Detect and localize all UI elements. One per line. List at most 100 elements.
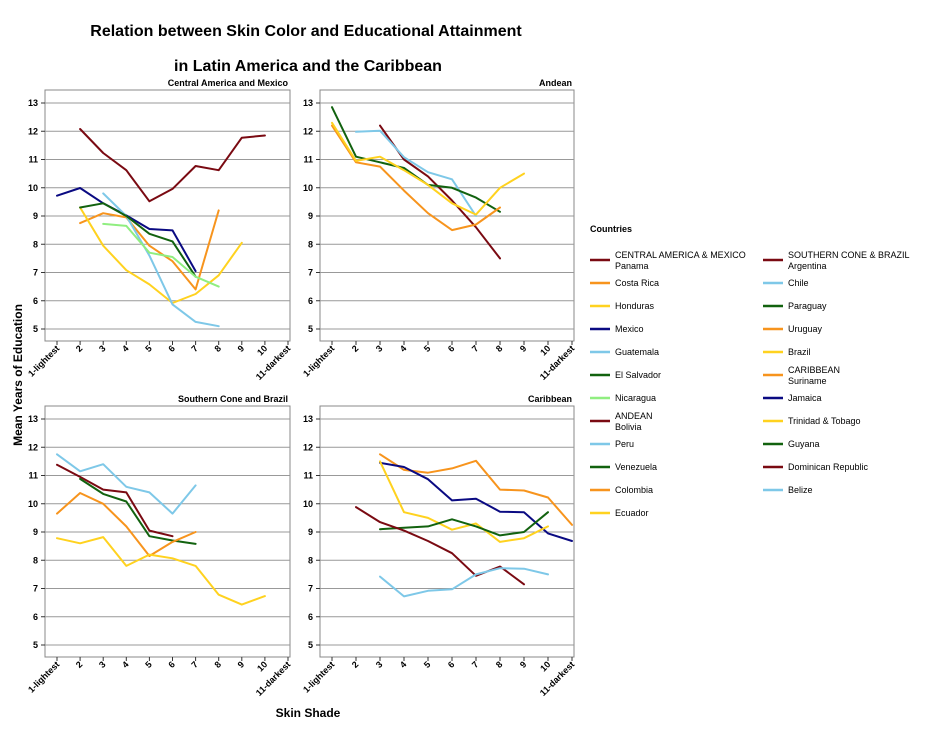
x-tick-label: 1-lightest: [301, 659, 336, 694]
series-line-ecuador: [331, 121, 525, 216]
legend-item-venezuela: Venezuela: [590, 462, 657, 472]
x-tick-label: 7: [470, 343, 481, 354]
x-tick-label: 9: [236, 343, 247, 354]
x-tick-label: 6: [166, 659, 177, 670]
y-tick-label: 12: [303, 126, 313, 136]
x-tick-label: 3: [374, 659, 385, 670]
series-line-peru: [355, 129, 477, 217]
legend-item-brazil: Brazil: [763, 347, 811, 357]
y-tick-label: 8: [308, 555, 313, 565]
y-tick-label: 7: [308, 268, 313, 278]
x-tick-label: 3: [374, 343, 385, 354]
series-line-costa-rica: [79, 209, 220, 291]
legend-label: Mexico: [615, 324, 644, 334]
x-tick-label: 10: [255, 343, 269, 357]
series-line-dominican-republic: [355, 506, 525, 586]
legend-group-header: CENTRAL AMERICA & MEXICO: [615, 250, 746, 260]
y-tick-label: 8: [33, 555, 38, 565]
x-tick-label: 7: [189, 659, 200, 670]
series-line-argentina: [56, 463, 174, 538]
legend-item-ecuador: Ecuador: [590, 508, 649, 518]
legend-item-nicaragua: Nicaragua: [590, 393, 656, 403]
panel-title: Southern Cone and Brazil: [178, 394, 288, 404]
legend-item-el-salvador: El Salvador: [590, 370, 661, 380]
series-line-belize: [379, 567, 549, 598]
y-tick-label: 7: [308, 584, 313, 594]
series-line-brazil: [56, 536, 266, 606]
legend-label: Venezuela: [615, 462, 657, 472]
x-tick-label: 2: [74, 343, 85, 354]
y-tick-label: 9: [308, 527, 313, 537]
legend-label: Uruguay: [788, 324, 823, 334]
y-tick-label: 6: [33, 296, 38, 306]
legend-label: El Salvador: [615, 370, 661, 380]
legend-item-trinidad-tobago: Trinidad & Tobago: [763, 416, 861, 426]
x-tick-label: 2: [74, 659, 85, 670]
x-tick-label: 9: [518, 343, 529, 354]
x-tick-label: 6: [166, 343, 177, 354]
series-line-bolivia: [379, 124, 501, 260]
legend-item-mexico: Mexico: [590, 324, 644, 334]
legend-label: Panama: [615, 261, 649, 271]
panel-title: Central America and Mexico: [168, 78, 289, 88]
legend-item-chile: Chile: [763, 278, 809, 288]
x-tick-label: 10: [538, 659, 552, 673]
x-tick-label: 9: [518, 659, 529, 670]
legend-item-uruguay: Uruguay: [763, 324, 823, 334]
legend-label: Peru: [615, 439, 634, 449]
x-tick-label: 4: [120, 343, 131, 354]
y-tick-label: 11: [28, 155, 38, 165]
y-tick-label: 5: [33, 324, 38, 334]
x-tick-label: 7: [189, 343, 200, 354]
legend-label: Ecuador: [615, 508, 649, 518]
y-tick-label: 11: [28, 471, 38, 481]
legend-label: Jamaica: [788, 393, 822, 403]
legend-label: Nicaragua: [615, 393, 656, 403]
chart-title-line-1: Relation between Skin Color and Educatio…: [90, 23, 522, 40]
y-tick-label: 10: [28, 499, 38, 509]
x-axis-title: Skin Shade: [276, 706, 341, 720]
x-tick-label: 5: [422, 343, 433, 354]
x-tick-label: 6: [446, 659, 457, 670]
legend-label: Paraguay: [788, 301, 827, 311]
y-tick-label: 9: [308, 211, 313, 221]
x-tick-label: 3: [97, 659, 108, 670]
y-tick-label: 12: [303, 442, 313, 452]
legend-item-costa-rica: Costa Rica: [590, 278, 659, 288]
legend-item-honduras: Honduras: [590, 301, 655, 311]
y-tick-label: 10: [303, 183, 313, 193]
series-line-panama: [79, 128, 266, 203]
series-line-guatemala: [102, 192, 220, 328]
x-tick-label: 8: [494, 659, 505, 670]
x-tick-label: 1-lightest: [26, 343, 61, 378]
legend-item-guatemala: Guatemala: [590, 347, 659, 357]
series-line-guyana: [379, 511, 549, 537]
y-tick-label: 6: [308, 296, 313, 306]
legend-label: Brazil: [788, 347, 811, 357]
x-tick-label: 1-lightest: [26, 659, 61, 694]
y-tick-label: 13: [303, 414, 313, 424]
legend-group-header: SOUTHERN CONE & BRAZIL: [788, 250, 910, 260]
y-tick-label: 7: [33, 584, 38, 594]
series-line-honduras: [79, 206, 243, 304]
legend-label: Chile: [788, 278, 809, 288]
legend-group-header: ANDEAN: [615, 411, 653, 421]
x-tick-label: 4: [398, 659, 409, 670]
legend-item-paraguay: Paraguay: [763, 301, 827, 311]
legend-label: Dominican Republic: [788, 462, 869, 472]
series-line-chile: [56, 453, 197, 515]
y-tick-label: 7: [33, 268, 38, 278]
x-tick-label: 7: [470, 659, 481, 670]
series-line-el-salvador: [79, 202, 197, 278]
series-line-colombia: [331, 124, 501, 232]
x-tick-label: 10: [538, 343, 552, 357]
legend-label: Belize: [788, 485, 813, 495]
legend-label: Guatemala: [615, 347, 659, 357]
x-tick-label: 9: [236, 659, 247, 670]
